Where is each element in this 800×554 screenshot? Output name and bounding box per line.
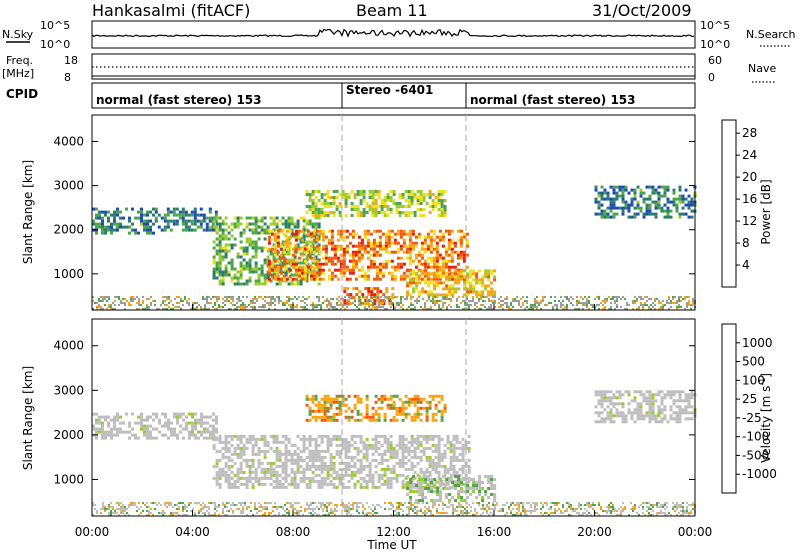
station-title: Hankasalmi (fitACF) [92,1,250,20]
noise-axis-left-top: 10^5 [40,19,70,32]
echo-region [594,390,697,424]
colorbar-tick-label: 500 [742,355,765,369]
x-tick-label: 16:00 [477,525,512,539]
echo-region [212,434,471,489]
x-axis-ticks: 00:00 04:00 08:00 12:00 16:00 20:00 00:00 [75,304,713,539]
x-tick-label: 12:00 [376,525,411,539]
freq-axis-bottom: 8 [64,71,71,84]
cpid-panel [91,82,696,109]
colorbar-tick-label: 16 [742,192,757,206]
x-axis-label: Time UT [366,538,417,552]
power-y-ticks: 1000 2000 3000 4000 [53,134,695,281]
power-colorbar: 4 8 12 16 20 24 28 [721,119,757,288]
beam-title: Beam 11 [356,1,428,20]
colorbar-tick-label: 1000 [742,336,773,350]
noise-axis-right-bottom: 10^0 [700,38,730,51]
noise-axis-right-top: 10^5 [700,19,730,32]
colorbar-tick-label: -500 [742,448,769,462]
velocity-y-axis-label: Slant Range [km] [21,366,35,470]
colorbar-tick-label: -100 [742,430,769,444]
velocity-colorbar-label: Velocity [m s-1] [758,373,773,463]
y-tick-label: 4000 [53,339,84,353]
echo-region [92,412,218,440]
near-range-speckle [92,296,696,310]
echo-region [406,475,497,502]
cpid-segment-2: Stereo -6401 [346,83,433,97]
power-y-axis-label: Slant Range [km] [21,160,35,264]
colorbar-tick-label: 12 [742,214,757,228]
nsky-label: N.Sky [2,28,34,41]
colorbar-tick-label: -25 [742,411,762,425]
colorbar-tick-label: 25 [742,392,757,406]
echo-region [305,190,447,217]
nave-axis-bottom: 0 [708,71,715,84]
x-tick-label: 00:00 [678,525,713,539]
colorbar-tick-label: -1000 [742,467,777,481]
colorbar-tick-label: 24 [742,148,757,162]
y-tick-label: 4000 [53,134,84,148]
noise-axis-left-bottom: 10^0 [40,38,70,51]
date-title: 31/Oct/2009 [592,1,692,20]
echo-region [305,394,447,422]
echo-region [594,185,697,219]
y-tick-label: 2000 [53,223,84,237]
echo-region [154,207,218,232]
y-tick-label: 1000 [53,267,84,281]
cpid-segment-3: normal (fast stereo) 153 [470,93,636,107]
nsearch-label: N.Search [746,28,796,41]
power-colorbar-label: Power [dB] [759,179,773,244]
velocity-y-ticks: 1000 2000 3000 4000 [53,339,695,486]
echo-region [406,269,497,297]
velocity-echo-layer [92,390,697,516]
nave-label: Nave [748,62,776,75]
freq-label: Freq. [6,54,33,67]
velocity-colorbar: 1000 500 100 25 -25 -100 -500 -1000 [721,323,777,494]
cpid-label: CPID [6,87,38,101]
y-tick-label: 3000 [53,383,84,397]
cpid-segment-1: normal (fast stereo) 153 [96,93,262,107]
power-echo-layer [92,185,697,310]
noise-sky-trace [91,28,694,38]
x-tick-label: 04:00 [175,525,210,539]
x-tick-label: 20:00 [577,525,612,539]
freq-unit-label: [MHz] [2,67,34,80]
x-tick-label: 08:00 [276,525,311,539]
near-range-speckle [92,502,696,516]
noise-panel [91,20,696,49]
nave-axis-top: 60 [708,54,722,67]
colorbar-tick-label: 28 [742,126,757,140]
y-tick-label: 1000 [53,472,84,486]
colorbar-tick-label: 8 [742,236,750,250]
echo-region [267,229,469,281]
colorbar-tick-label: 100 [742,373,765,387]
y-tick-label: 3000 [53,179,84,193]
colorbar-tick-label: 4 [742,258,750,272]
y-tick-label: 2000 [53,428,84,442]
freq-axis-top: 18 [64,54,78,67]
x-tick-label: 00:00 [75,525,110,539]
echo-region [92,207,155,235]
colorbar-tick-label: 20 [742,170,757,184]
